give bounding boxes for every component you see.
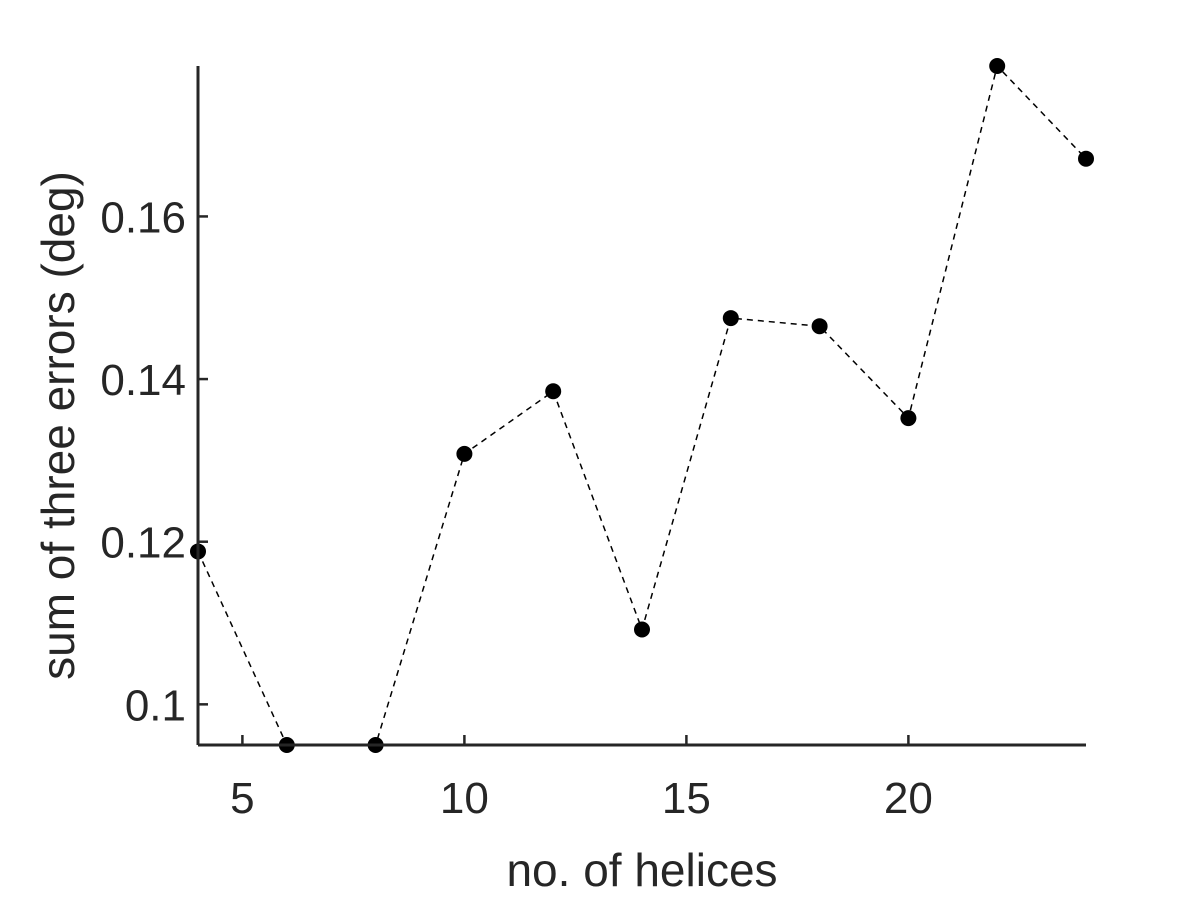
data-point bbox=[900, 410, 917, 427]
data-point bbox=[545, 383, 562, 400]
y-tick-label: 0.16 bbox=[100, 193, 186, 242]
x-tick-label: 5 bbox=[230, 774, 254, 823]
series-layer bbox=[190, 58, 1094, 753]
y-axis-label: sum of three errors (deg) bbox=[32, 171, 84, 680]
y-tick-label: 0.12 bbox=[100, 519, 186, 568]
data-point bbox=[722, 310, 739, 327]
y-tick-label: 0.1 bbox=[125, 681, 186, 730]
x-axis-ticks: 5 10 15 20 bbox=[230, 735, 933, 823]
data-point bbox=[989, 58, 1006, 74]
y-tick-label: 0.14 bbox=[100, 356, 186, 405]
data-point bbox=[811, 318, 828, 335]
x-tick-label: 10 bbox=[440, 774, 489, 823]
data-point bbox=[456, 445, 473, 462]
x-axis-label: no. of helices bbox=[506, 844, 777, 896]
x-tick-label: 20 bbox=[884, 774, 933, 823]
data-point bbox=[634, 621, 650, 638]
series-line bbox=[197, 64, 1087, 746]
y-axis-ticks: 0.1 0.12 0.14 0.16 bbox=[100, 193, 208, 730]
x-tick-label: 15 bbox=[662, 774, 711, 823]
data-point bbox=[1078, 150, 1094, 167]
